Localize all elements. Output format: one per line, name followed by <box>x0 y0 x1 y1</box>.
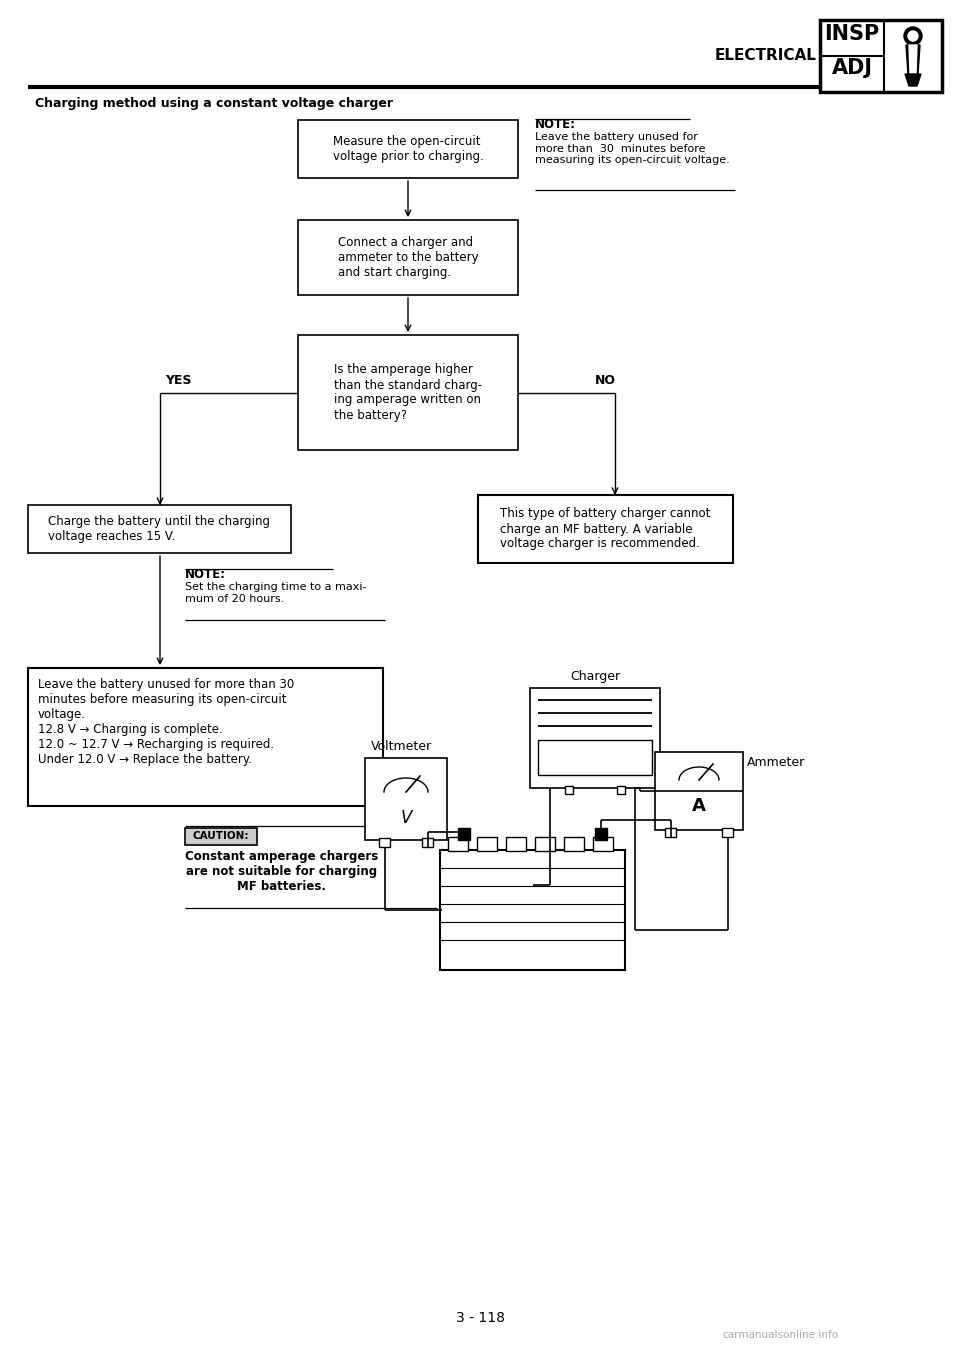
Polygon shape <box>909 45 917 73</box>
Text: Leave the battery unused for more than 30
minutes before measuring its open-circ: Leave the battery unused for more than 3… <box>38 678 295 766</box>
Text: YES: YES <box>165 375 191 387</box>
Bar <box>422 838 433 847</box>
Bar <box>379 838 390 847</box>
Text: Charge the battery until the charging
voltage reaches 15 V.: Charge the battery until the charging vo… <box>49 515 271 543</box>
Bar <box>28 668 383 807</box>
Bar <box>365 758 447 841</box>
Text: Leave the battery unused for
more than  30  minutes before
measuring its open-ci: Leave the battery unused for more than 3… <box>535 132 730 166</box>
Text: A: A <box>692 797 706 815</box>
Bar <box>506 837 526 851</box>
Bar <box>458 828 470 841</box>
Bar <box>448 837 468 851</box>
Bar <box>565 786 573 794</box>
Text: 3 - 118: 3 - 118 <box>455 1310 505 1325</box>
Polygon shape <box>906 45 920 73</box>
Text: Ammeter: Ammeter <box>747 756 805 769</box>
Text: Constant amperage chargers
are not suitable for charging
MF batteries.: Constant amperage chargers are not suita… <box>185 850 378 894</box>
Bar <box>617 786 625 794</box>
Text: carmanualsonline.info: carmanualsonline.info <box>722 1329 838 1340</box>
Text: Set the charging time to a maxi-
mum of 20 hours.: Set the charging time to a maxi- mum of … <box>185 583 367 603</box>
Text: ADJ: ADJ <box>831 58 873 77</box>
Bar <box>722 828 733 837</box>
Text: Connect a charger and
ammeter to the battery
and start charging.: Connect a charger and ammeter to the bat… <box>338 236 478 278</box>
Bar <box>530 689 660 788</box>
Bar <box>593 837 613 851</box>
Bar <box>665 828 676 837</box>
Bar <box>478 496 733 564</box>
Text: Measure the open-circuit
voltage prior to charging.: Measure the open-circuit voltage prior t… <box>332 134 484 163</box>
Bar <box>185 828 257 845</box>
Bar <box>298 335 518 449</box>
Text: This type of battery charger cannot
charge an MF battery. A variable
voltage cha: This type of battery charger cannot char… <box>500 508 710 550</box>
Bar <box>538 740 652 775</box>
Bar <box>820 20 942 92</box>
Text: NO: NO <box>595 375 616 387</box>
Bar <box>298 220 518 295</box>
Bar <box>440 850 625 970</box>
Text: INSP: INSP <box>825 24 879 43</box>
Bar <box>655 752 743 830</box>
Bar <box>298 120 518 178</box>
Text: CAUTION:: CAUTION: <box>193 831 250 841</box>
Bar <box>535 837 555 851</box>
Circle shape <box>904 27 922 45</box>
Circle shape <box>908 31 918 41</box>
Bar <box>28 505 291 553</box>
Text: NOTE:: NOTE: <box>535 118 576 130</box>
Text: V: V <box>400 809 412 827</box>
Polygon shape <box>905 73 921 86</box>
Bar <box>564 837 584 851</box>
Text: Is the amperage higher
than the standard charg-
ing amperage written on
the batt: Is the amperage higher than the standard… <box>334 364 482 421</box>
Text: Charger: Charger <box>570 669 620 683</box>
Text: Voltmeter: Voltmeter <box>371 740 432 752</box>
Bar <box>477 837 497 851</box>
Bar <box>595 828 607 841</box>
Text: ELECTRICAL: ELECTRICAL <box>714 49 816 64</box>
Text: NOTE:: NOTE: <box>185 568 226 581</box>
Text: Charging method using a constant voltage charger: Charging method using a constant voltage… <box>35 96 393 110</box>
